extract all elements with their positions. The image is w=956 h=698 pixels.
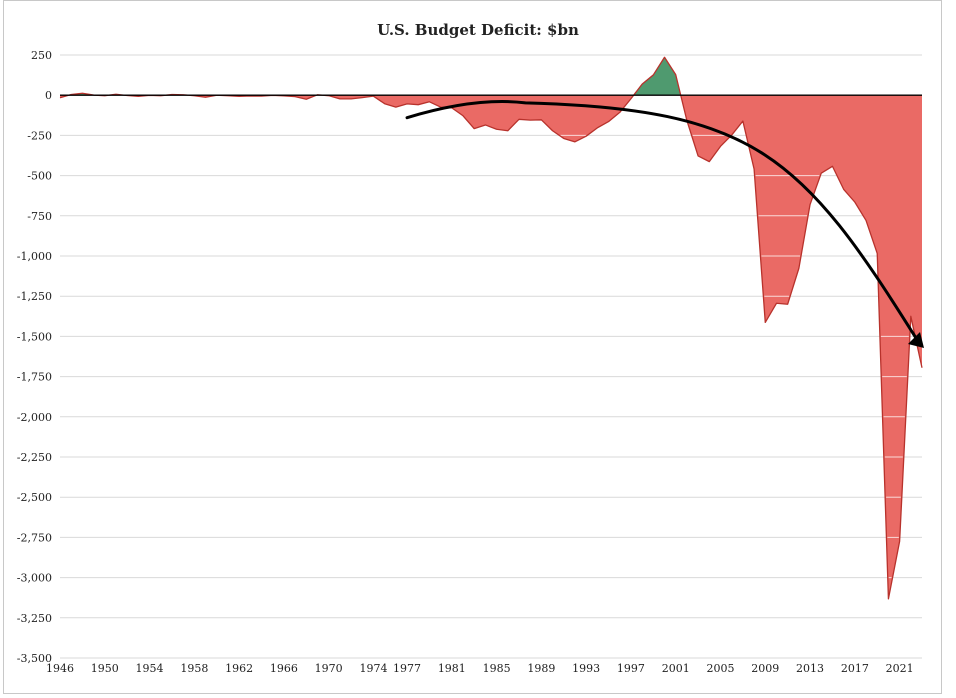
budget-deficit-chart: U.S. Budget Deficit: $bn 250 0 -250 -500 -75… [17,21,924,675]
data-point [59,97,61,99]
data-point [753,168,755,170]
data-point [697,155,699,157]
data-point [809,204,811,206]
data-point [888,598,890,600]
x-tick-label: 1970 [315,662,343,675]
y-tick-label: -3,000 [17,572,52,585]
data-point [865,220,867,222]
x-tick-label: 2021 [886,662,914,675]
y-tick-label: -2,000 [17,411,52,424]
data-point [921,367,923,369]
data-point [832,165,834,167]
data-point [664,56,666,58]
data-point [429,101,431,103]
data-point [820,172,822,174]
data-point [541,119,543,121]
chart-frame: U.S. Budget Deficit: $bn 250 0 -250 -500 -75… [3,0,942,694]
x-tick-label: 1950 [91,662,119,675]
data-point [764,322,766,324]
y-tick-label: -2,750 [17,531,52,544]
x-tick-label: 1981 [438,662,466,675]
x-tick-label: 2009 [751,662,779,675]
x-tick-label: 1974 [359,662,387,675]
data-point [294,96,296,98]
data-point [876,253,878,255]
data-point [507,130,509,132]
data-point [574,141,576,143]
data-point [339,98,341,100]
data-point [473,128,475,130]
x-tick-label: 1966 [270,662,298,675]
data-point [854,201,856,203]
data-point [720,146,722,148]
deficit-line [59,56,923,600]
x-tick-label: 1989 [527,662,555,675]
y-tick-label: 250 [31,49,52,62]
data-point [82,92,84,94]
data-point [708,161,710,163]
data-point [608,121,610,123]
data-point [395,106,397,108]
y-tick-label: -250 [27,129,52,142]
y-tick-label: 0 [45,89,52,102]
data-point [910,316,912,318]
data-point [361,97,363,99]
data-point [597,127,599,129]
data-point [641,83,643,85]
data-point [619,112,621,114]
data-point [496,128,498,130]
y-tick-label: -500 [27,170,52,183]
data-point [384,103,386,105]
x-tick-label: 1954 [136,662,164,675]
data-point [742,120,744,122]
data-point [485,124,487,126]
y-tick-label: -1,750 [17,371,52,384]
data-point [518,119,520,121]
y-tick-label: -3,500 [17,652,52,665]
x-tick-label: 1962 [225,662,253,675]
data-point [529,119,531,121]
x-tick-label: 2013 [796,662,824,675]
data-point [350,98,352,100]
data-point [406,103,408,105]
data-point [776,302,778,304]
data-point [653,74,655,76]
surplus-area [633,57,681,96]
data-point [563,138,565,140]
y-tick-label: -1,250 [17,290,52,303]
trend-arrow-head [908,332,924,349]
deficit-area [323,95,634,142]
data-point [305,98,307,100]
data-point [787,303,789,305]
chart-title: U.S. Budget Deficit: $bn [377,21,579,39]
x-tick-label: 2001 [662,662,690,675]
data-point [417,104,419,106]
data-point [585,135,587,137]
x-tick-label: 1977 [393,662,421,675]
y-tick-label: -2,500 [17,491,52,504]
y-tick-label: -2,250 [17,451,52,464]
data-point [552,130,554,132]
x-tick-label: 1993 [572,662,600,675]
data-point [798,268,800,270]
y-tick-label: -750 [27,210,52,223]
data-point [205,96,207,98]
x-tick-label: 2005 [706,662,734,675]
data-point [630,98,632,100]
data-point [462,115,464,117]
x-tick-label: 1958 [180,662,208,675]
x-tick-label: 1946 [46,662,74,675]
data-point [843,188,845,190]
y-tick-label: -1,500 [17,330,52,343]
x-tick-label: 1985 [483,662,511,675]
data-point [899,541,901,543]
y-tick-label: -3,250 [17,612,52,625]
trend-arrow-line [405,100,918,340]
x-tick-label: 2017 [841,662,869,675]
x-tick-label: 1997 [617,662,645,675]
data-point [675,74,677,76]
y-tick-label: -1,000 [17,250,52,263]
